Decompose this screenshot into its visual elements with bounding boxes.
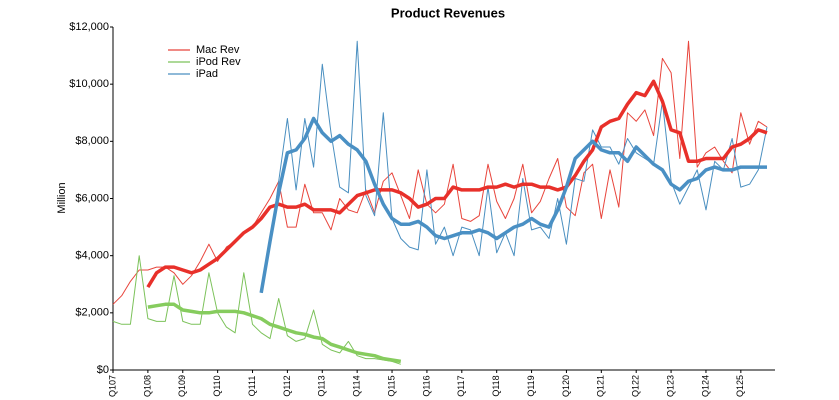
x-tick-label: Q113 (317, 375, 327, 396)
x-tick-label: Q121 (596, 375, 606, 397)
x-tick-label: Q110 (212, 375, 222, 396)
x-tick-label: Q108 (142, 375, 152, 397)
line-series (260, 40, 768, 293)
legend-label: iPod Rev (196, 56, 241, 68)
x-tick-label: Q124 (700, 375, 710, 397)
x-tick-label: Q114 (352, 375, 362, 396)
line-series (112, 255, 401, 365)
y-tick-label: $12,000 (69, 21, 109, 33)
trend-line (147, 302, 402, 364)
x-tick-label: Q118 (491, 375, 501, 396)
x-tick-label: Q112 (282, 375, 292, 396)
x-tick-label: Q116 (421, 375, 431, 396)
y-tick-label: $4,000 (75, 250, 109, 262)
y-tick-label: $0 (97, 364, 109, 376)
y-tick-label: $10,000 (69, 78, 109, 90)
legend-label: Mac Rev (196, 44, 240, 56)
x-tick-label: Q125 (735, 375, 745, 397)
trend-line (146, 79, 768, 289)
y-tick-label: $6,000 (75, 192, 109, 204)
y-tick-label: $8,000 (75, 135, 109, 147)
legend-label: iPad (196, 68, 218, 80)
y-tick-label: $2,000 (75, 307, 109, 319)
x-tick-label: Q109 (177, 375, 187, 397)
x-tick-label: Q107 (107, 375, 117, 397)
x-tick-label: Q111 (247, 376, 257, 397)
y-axis-label: Million (56, 182, 68, 213)
x-tick-label: Q122 (631, 375, 641, 397)
x-tick-label: Q117 (456, 375, 466, 396)
x-tick-label: Q123 (665, 375, 675, 397)
chart-title: Product Revenues (391, 5, 505, 20)
x-tick-label: Q120 (561, 375, 571, 397)
x-tick-label: Q119 (526, 375, 536, 396)
x-tick-label: Q115 (386, 375, 396, 396)
trend-line (259, 116, 767, 294)
